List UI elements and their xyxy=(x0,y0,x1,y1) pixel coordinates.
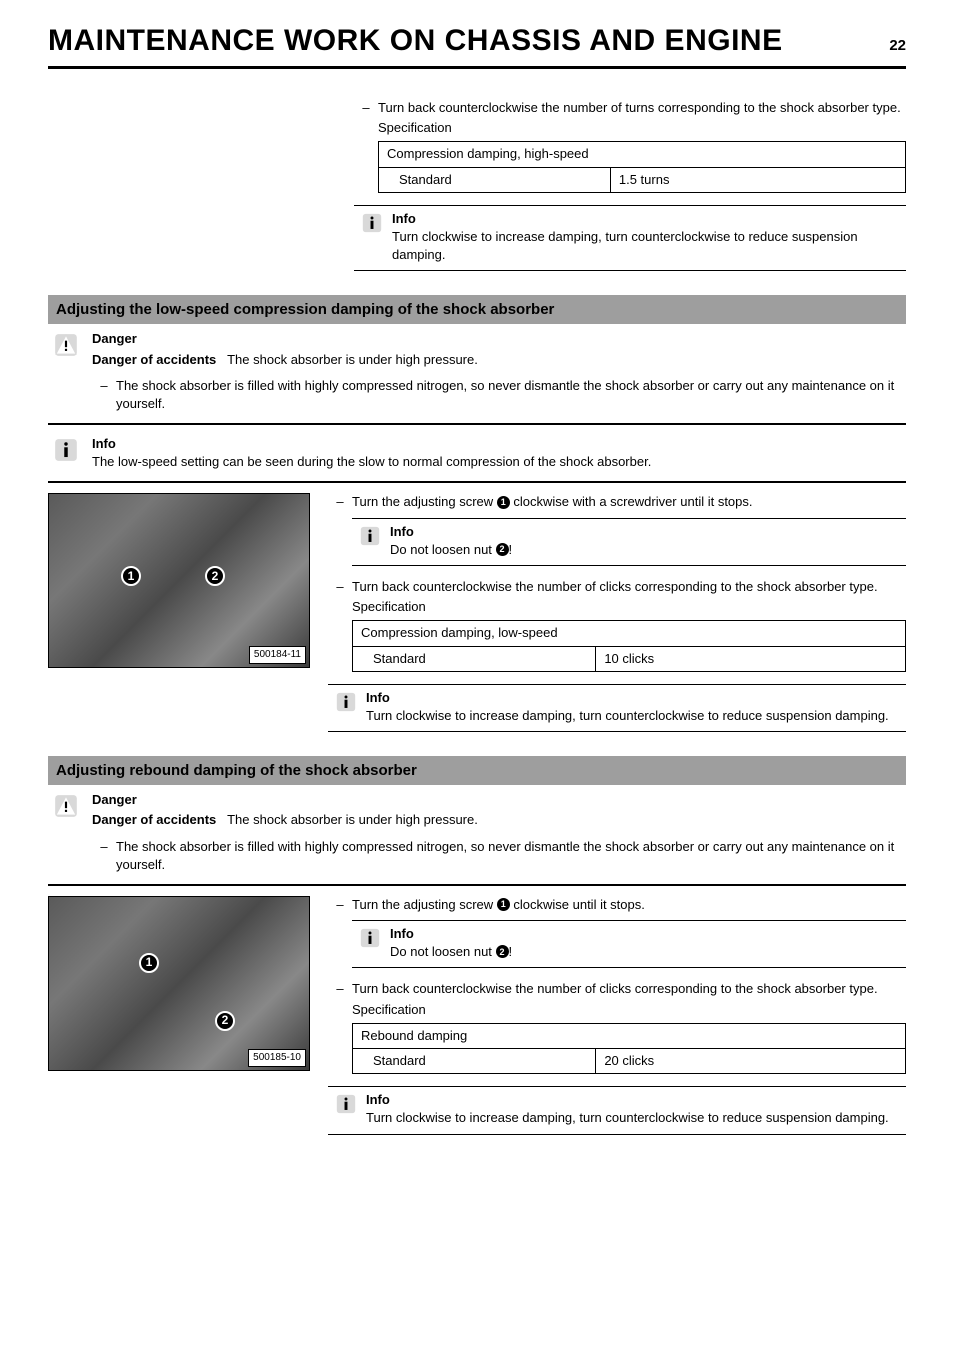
intro-block: – Turn back counterclockwise the number … xyxy=(354,99,906,271)
danger-title: Danger xyxy=(92,330,478,348)
info-text: Turn clockwise to increase damping, turn… xyxy=(366,707,906,725)
info-box: Info Do not loosen nut 2! xyxy=(352,920,906,968)
callout-2: 2 xyxy=(215,1011,235,1031)
info-title: Info xyxy=(92,435,651,453)
table-row-label: Standard xyxy=(353,646,596,671)
info-title: Info xyxy=(392,210,906,228)
spec-label: Specification xyxy=(352,1001,906,1019)
info-box: Info Turn clockwise to increase damping,… xyxy=(354,205,906,272)
info-icon xyxy=(328,1091,366,1127)
danger-subtitle: Danger of accidents The shock absorber i… xyxy=(92,811,478,829)
step-item: – Turn back counterclockwise the number … xyxy=(354,99,906,193)
info-text: Turn clockwise to increase damping, turn… xyxy=(366,1109,906,1127)
step-text: Turn back counterclockwise the number of… xyxy=(352,981,878,996)
spec-table: Compression damping, high-speed Standard… xyxy=(378,141,906,192)
step-text: Turn back counterclockwise the number of… xyxy=(352,579,878,594)
figure-ref: 500185-10 xyxy=(248,1049,306,1067)
info-title: Info xyxy=(366,1091,906,1109)
step-text: Turn the adjusting screw 1 clockwise wit… xyxy=(352,494,753,509)
table-title: Compression damping, low-speed xyxy=(353,621,906,646)
info-text: Do not loosen nut 2! xyxy=(390,943,906,961)
bullet-dash: – xyxy=(354,99,378,193)
warning-icon xyxy=(48,791,92,829)
section-heading: Adjusting rebound damping of the shock a… xyxy=(48,756,906,785)
info-text: Turn clockwise to increase damping, turn… xyxy=(392,228,906,264)
page-number: 22 xyxy=(889,35,906,56)
step-item: – Turn back counterclockwise the number … xyxy=(328,578,906,672)
info-title: Info xyxy=(366,689,906,707)
spec-table: Compression damping, low-speed Standard … xyxy=(352,620,906,671)
danger-subtitle: Danger of accidents The shock absorber i… xyxy=(92,351,478,369)
section-heading: Adjusting the low-speed compression damp… xyxy=(48,295,906,324)
figure-image: 1 2 500185-10 xyxy=(48,896,310,1071)
figure-ref: 500184-11 xyxy=(249,646,306,664)
info-box: Info Turn clockwise to increase damping,… xyxy=(328,1086,906,1134)
table-row-value: 20 clicks xyxy=(596,1049,906,1074)
info-icon xyxy=(328,689,366,725)
table-row-label: Standard xyxy=(379,167,611,192)
table-row-value: 1.5 turns xyxy=(610,167,905,192)
table-title: Rebound damping xyxy=(353,1023,906,1048)
callout-2: 2 xyxy=(205,566,225,586)
info-icon xyxy=(352,523,390,559)
info-block: Info The low-speed setting can be seen d… xyxy=(48,435,906,483)
info-text: Do not loosen nut 2! xyxy=(390,541,906,559)
danger-block: Danger Danger of accidents The shock abs… xyxy=(48,330,906,425)
warning-icon xyxy=(48,330,92,368)
info-box: Info Do not loosen nut 2! xyxy=(352,518,906,566)
info-title: Info xyxy=(390,523,906,541)
page-title: MAINTENANCE WORK ON CHASSIS AND ENGINE xyxy=(48,20,889,62)
info-box: Info Turn clockwise to increase damping,… xyxy=(328,684,906,732)
danger-title: Danger xyxy=(92,791,478,809)
danger-block: Danger Danger of accidents The shock abs… xyxy=(48,791,906,886)
info-icon xyxy=(352,925,390,961)
figure-steps-row: 1 2 500184-11 – Turn the adjusting screw… xyxy=(48,493,906,732)
danger-bullet: –The shock absorber is filled with highl… xyxy=(92,838,906,874)
table-title: Compression damping, high-speed xyxy=(379,142,906,167)
spec-table: Rebound damping Standard 20 clicks xyxy=(352,1023,906,1074)
info-title: Info xyxy=(390,925,906,943)
spec-label: Specification xyxy=(378,119,906,137)
step-text: Turn back counterclockwise the number of… xyxy=(378,100,901,115)
info-text: The low-speed setting can be seen during… xyxy=(92,453,651,471)
step-item: – Turn the adjusting screw 1 clockwise u… xyxy=(328,896,906,977)
table-row-value: 10 clicks xyxy=(596,646,906,671)
table-row-label: Standard xyxy=(353,1049,596,1074)
figure-steps-row: 1 2 500185-10 – Turn the adjusting screw… xyxy=(48,896,906,1135)
figure-image: 1 2 500184-11 xyxy=(48,493,310,668)
danger-bullet: –The shock absorber is filled with highl… xyxy=(92,377,906,413)
info-icon xyxy=(48,435,92,471)
step-item: – Turn back counterclockwise the number … xyxy=(328,980,906,1074)
step-text: Turn the adjusting screw 1 clockwise unt… xyxy=(352,897,645,912)
page-header: MAINTENANCE WORK ON CHASSIS AND ENGINE 2… xyxy=(48,20,906,69)
step-item: – Turn the adjusting screw 1 clockwise w… xyxy=(328,493,906,574)
callout-1: 1 xyxy=(121,566,141,586)
info-icon xyxy=(354,210,392,265)
callout-1: 1 xyxy=(139,953,159,973)
spec-label: Specification xyxy=(352,598,906,616)
